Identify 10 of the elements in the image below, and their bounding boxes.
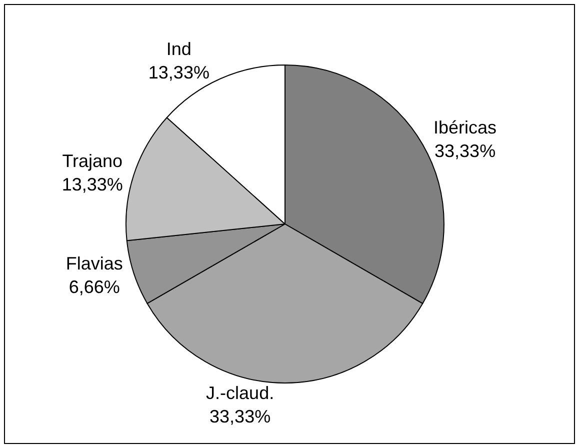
slice-label: Ind — [166, 38, 192, 59]
slice-label: Ibéricas — [434, 117, 497, 138]
slice-label: Flavias — [66, 253, 123, 274]
data-label: 13,33% — [148, 62, 210, 82]
data-label: 33,33% — [434, 140, 496, 161]
data-label: 13,33% — [62, 174, 123, 194]
slice-label: Trajano — [62, 151, 123, 172]
data-label: 6,66% — [68, 276, 120, 297]
data-label: 33,33% — [210, 406, 271, 426]
slice-label: J.-claud. — [206, 382, 274, 403]
